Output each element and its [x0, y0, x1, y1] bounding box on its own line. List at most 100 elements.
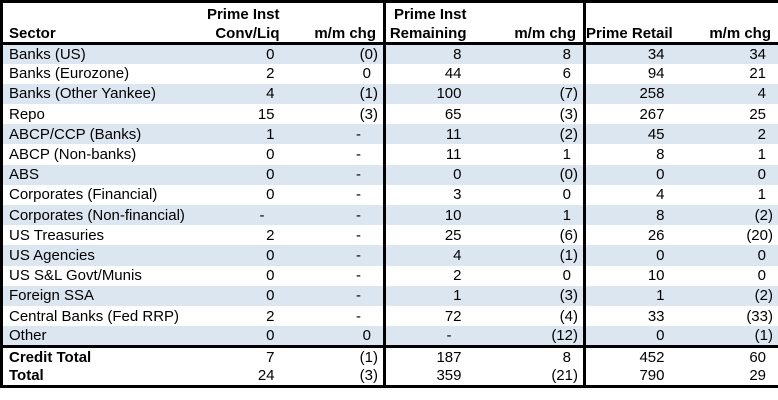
- header-blank-4: [677, 2, 778, 23]
- value-cell: 8: [562, 348, 571, 366]
- value-cell: 25: [749, 105, 766, 123]
- header-prime-inst-2: Prime Inst: [383, 1, 474, 23]
- value-cell: (2): [754, 206, 773, 224]
- table-row: Corporates (Non-financial) - - 10 1 8 (2): [1, 205, 778, 226]
- value-cell: 94: [583, 63, 677, 84]
- value-cell: 4: [757, 85, 766, 103]
- value-cell: (1): [359, 85, 378, 103]
- value-cell: 2: [383, 265, 474, 286]
- value-cell: (0): [359, 45, 378, 63]
- value-cell: -: [356, 307, 361, 325]
- value-cell: 72: [383, 305, 474, 327]
- value-cell: 0: [383, 164, 474, 185]
- value-cell: 100: [383, 83, 474, 105]
- sector-holdings-table: Prime Inst Prime Inst Sector Conv/Liq m/…: [0, 0, 778, 389]
- value-cell: -: [383, 326, 474, 347]
- value-cell: 11: [383, 124, 474, 145]
- value-cell: -: [356, 125, 361, 143]
- table-row: Other 0 0- (12) 0 (1): [1, 326, 778, 347]
- value-cell: 1: [757, 186, 766, 204]
- header-sector: Sector: [9, 25, 56, 42]
- table-row: US Treasuries 2 - 25 (6) 26 (20): [2, 225, 778, 246]
- total-row: Total 24 (3) 359 (21) 790 29: [2, 366, 778, 387]
- header-prime-inst-1: Prime Inst: [206, 5, 280, 23]
- value-cell: 60: [749, 348, 766, 366]
- sector-cell: US Agencies: [9, 246, 95, 264]
- value-cell: 1: [562, 146, 571, 164]
- value-cell: 0: [583, 326, 677, 347]
- sector-cell: Banks (Eurozone): [9, 65, 130, 83]
- table-header: Prime Inst Prime Inst Sector Conv/Liq m/…: [1, 1, 778, 44]
- value-cell: 0: [266, 45, 275, 63]
- value-cell: 0: [266, 246, 275, 264]
- value-cell: (3): [559, 287, 578, 305]
- value-cell: 2: [266, 307, 275, 325]
- table-totals: Credit Total 7 (1) 187 8 452 60 Total 24 (3) 359 (2…: [1, 346, 778, 387]
- value-cell: 10: [383, 205, 474, 226]
- value-cell: 8: [583, 205, 677, 226]
- value-cell: 8: [583, 144, 677, 165]
- value-cell: 0: [362, 326, 371, 344]
- header-blank-1: [287, 2, 385, 23]
- value-cell: 34: [749, 45, 766, 63]
- value-cell: 21: [749, 65, 766, 83]
- header-row-group-titles: Prime Inst Prime Inst: [2, 1, 778, 23]
- value-cell: (0): [559, 166, 578, 184]
- value-cell: 0: [266, 267, 275, 285]
- value-cell: 65: [383, 104, 474, 125]
- table-row: ABS 0 - 0 (0) 0 0: [1, 164, 778, 185]
- table-body: Banks (US) 0 (0) 8 8 34 34 Banks (Eurozone) 2 0 44…: [1, 43, 778, 347]
- sector-cell: Other: [9, 326, 47, 344]
- table-row: Repo 15 (3) 65 (3) 267 25: [2, 104, 778, 125]
- value-cell: 2: [266, 226, 275, 244]
- sector-cell: Corporates (Non-financial): [9, 206, 185, 224]
- value-cell: (33): [746, 307, 773, 325]
- value-cell: 0: [266, 326, 275, 344]
- value-cell: 1: [757, 146, 766, 164]
- sector-cell: ABCP/CCP (Banks): [9, 125, 142, 143]
- value-cell: (7): [559, 85, 578, 103]
- sector-cell: ABS: [9, 166, 40, 184]
- sector-cell: Banks (US): [9, 45, 86, 63]
- value-cell: 10: [583, 265, 677, 286]
- value-cell: 0: [562, 267, 571, 285]
- value-cell: (4): [559, 307, 578, 325]
- sector-cell: Central Banks (Fed RRP): [9, 307, 180, 325]
- table-row: US Agencies 0 - 4 (1) 0 0: [1, 245, 778, 266]
- value-cell: (1): [754, 326, 773, 344]
- value-cell: 0: [562, 186, 571, 204]
- value-cell: -: [356, 287, 361, 305]
- sector-cell: US Treasuries: [9, 226, 105, 244]
- value-cell: 1: [383, 285, 474, 306]
- table-row: Banks (Other Yankee) 4 (1) 100 (7) 258 4: [1, 83, 778, 105]
- value-cell: 3: [383, 184, 474, 205]
- value-cell: 44: [383, 63, 474, 84]
- value-cell: (2): [559, 125, 578, 143]
- sector-cell: Total: [9, 367, 44, 385]
- value-cell: 1: [562, 206, 571, 224]
- header-mm-chg-2: m/m chg: [514, 25, 576, 42]
- value-cell: 2: [266, 65, 275, 83]
- value-cell: 452: [583, 346, 677, 367]
- value-cell: 4: [583, 184, 677, 205]
- value-cell: 34: [583, 43, 677, 64]
- value-cell: (6): [559, 226, 578, 244]
- value-cell: 8: [562, 45, 571, 63]
- table-row: Corporates (Financial) 0-3 0 4 1: [2, 184, 778, 205]
- value-cell: -: [356, 146, 361, 164]
- header-blank-3: [583, 1, 677, 23]
- sector-cell: Repo: [9, 105, 45, 123]
- value-cell: 11: [383, 144, 474, 165]
- value-cell: (1): [559, 246, 578, 264]
- sector-cell: Foreign SSA: [9, 287, 95, 305]
- table-row: Banks (US) 0 (0) 8 8 34 34: [1, 43, 778, 64]
- value-cell: 7: [266, 348, 275, 366]
- value-cell: 1: [266, 125, 275, 143]
- value-cell: (3): [359, 367, 378, 385]
- header-row-columns: Sector Conv/Liq m/m chg Remaining m/m ch…: [2, 22, 778, 44]
- value-cell: (21): [551, 367, 578, 385]
- table-row: ABCP/CCP (Banks) 1 - 11 (2) 45 2: [1, 124, 778, 145]
- value-cell: -: [356, 246, 361, 264]
- value-cell: -: [356, 206, 361, 224]
- total-row: Credit Total 7 (1) 187 8 452 60: [2, 346, 778, 367]
